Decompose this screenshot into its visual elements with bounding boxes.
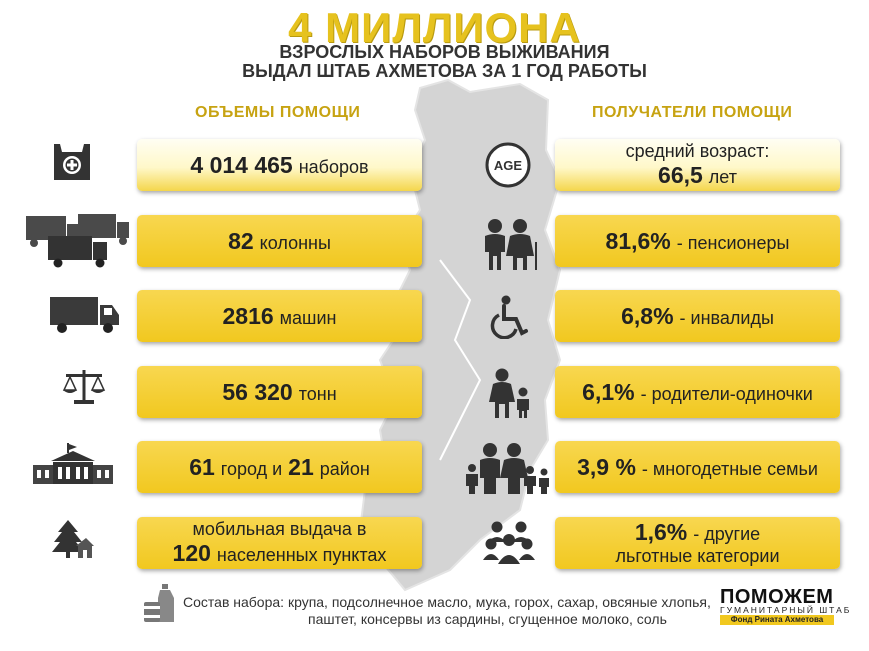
cities-count: 61: [189, 453, 215, 480]
elderly-couple-icon: [485, 219, 537, 270]
recipient-disabled-box: 6,8% - инвалиды: [555, 290, 840, 342]
single-parents-percent: 6,1%: [582, 378, 635, 405]
single-parent-icon: [489, 368, 529, 418]
town-hall-icon: [33, 443, 113, 484]
recipient-large-families-box: 3,9 % - многодетные семьи: [555, 441, 840, 493]
trucks-count: 2816: [222, 302, 274, 329]
logo-foundation-bar: Фонд Рината Ахметова: [720, 615, 834, 625]
trucks-label: машин: [279, 307, 337, 328]
age-icon-text: AGE: [494, 158, 523, 173]
age-unit: лет: [708, 167, 737, 187]
subtitle-line-1: ВЗРОСЛЫХ НАБОРОВ ВЫЖИВАНИЯ: [279, 42, 610, 62]
cities-label: город и: [220, 458, 283, 479]
disabled-percent: 6,8%: [621, 302, 674, 329]
volume-tons-box: 56 320 тонн: [137, 366, 422, 418]
age-icon: AGE: [485, 142, 531, 188]
large-families-label: - многодетные семьи: [641, 458, 818, 479]
sets-count: 4 014 465: [190, 151, 293, 178]
truck-icon: [50, 297, 119, 333]
truck-convoy-icon: [26, 214, 129, 268]
settlements-count: 120: [172, 540, 211, 566]
pensioners-label: - пенсионеры: [676, 232, 790, 253]
settlements-label: населенных пунктах: [216, 545, 387, 565]
other-line2: льготные категории: [615, 546, 780, 566]
volume-convoys-box: 82 колонны: [137, 215, 422, 267]
districts-count: 21: [288, 453, 314, 480]
section-heading-recipients: ПОЛУЧАТЕЛИ ПОМОЩИ: [592, 104, 793, 121]
tons-label: тонн: [298, 383, 337, 404]
mobile-line1: мобильная выдача в: [192, 519, 367, 539]
group-people-icon: [483, 521, 535, 564]
scales-icon: [62, 370, 106, 404]
recipient-age-box: средний возраст: 66,5 лет: [555, 139, 840, 191]
volume-sets-box: 4 014 465 наборов: [137, 139, 422, 191]
convoys-count: 82: [228, 227, 254, 254]
pensioners-percent: 81,6%: [605, 227, 671, 254]
composition-line1: Состав набора: крупа, подсолнечное масло…: [183, 594, 711, 610]
wheelchair-icon: [490, 295, 528, 339]
aid-bag-icon: [54, 144, 90, 180]
large-families-percent: 3,9 %: [577, 453, 636, 480]
recipient-other-box: 1,6% - другие льготные категории: [555, 517, 840, 569]
set-composition: Состав набора: крупа, подсолнечное масло…: [183, 594, 711, 628]
recipient-pensioners-box: 81,6% - пенсионеры: [555, 215, 840, 267]
age-line1: средний возраст:: [625, 141, 770, 161]
page-title: 4 МИЛЛИОНА: [288, 4, 581, 51]
districts-label: район: [319, 458, 370, 479]
trees-house-icon: [52, 520, 94, 558]
volume-trucks-box: 2816 машин: [137, 290, 422, 342]
recipient-single-parents-box: 6,1% - родители-одиночки: [555, 366, 840, 418]
other-label: - другие: [693, 524, 761, 544]
age-value: 66,5: [658, 162, 703, 188]
sets-label: наборов: [298, 156, 369, 177]
logo-title: ПОМОЖЕМ: [720, 586, 834, 608]
disabled-label: - инвалиды: [679, 307, 774, 328]
single-parents-label: - родители-одиночки: [640, 383, 813, 404]
volume-cities-box: 61 город и 21 район: [137, 441, 422, 493]
subtitle-line-2: ВЫДАЛ ШТАБ АХМЕТОВА ЗА 1 ГОД РАБОТЫ: [242, 61, 647, 81]
section-heading-volumes: ОБЪЕМЫ ПОМОЩИ: [195, 104, 361, 121]
large-family-icon: [466, 443, 549, 494]
other-percent: 1,6%: [634, 519, 688, 545]
tons-count: 56 320: [222, 378, 293, 405]
volume-mobile-box: мобильная выдача в 120 населенных пункта…: [137, 517, 422, 569]
logo-subtitle: ГУМАНИТАРНЫЙ ШТАБ: [720, 605, 852, 615]
convoys-label: колонны: [259, 232, 331, 253]
grocery-icon: [144, 584, 174, 622]
composition-line2: паштет, консервы из сардины, сгущенное м…: [308, 611, 667, 627]
